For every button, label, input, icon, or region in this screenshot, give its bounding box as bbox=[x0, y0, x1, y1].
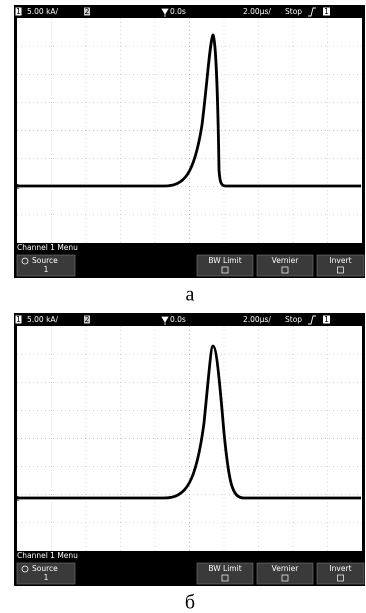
softkey[interactable]: BW Limit bbox=[197, 563, 253, 584]
softkey[interactable]: Invert bbox=[317, 255, 364, 276]
run-status: Stop bbox=[285, 7, 302, 16]
trigger-channel-number: 1 bbox=[324, 315, 329, 324]
figure: 1 5.00 kA/2 0.0s 2.00µs/Stop 1 1 Channel 1 Men… bbox=[0, 0, 366, 613]
softkey[interactable]: BW Limit bbox=[197, 255, 253, 276]
channel-number: 1 bbox=[16, 7, 21, 16]
menu-title: Channel 1 Menu bbox=[17, 551, 78, 560]
channel2-number: 2 bbox=[85, 315, 90, 324]
softkey-label: Source bbox=[32, 256, 58, 265]
trigger-time: 0.0s bbox=[170, 7, 186, 16]
softkey-value: 1 bbox=[44, 265, 49, 274]
timebase: 2.00µs/ bbox=[243, 315, 271, 324]
menu-title: Channel 1 Menu bbox=[17, 243, 78, 252]
scope-screen: 1 5.00 kA/2 0.0s 2.00µs/Stop 1 1 Channel 1 Men… bbox=[14, 5, 365, 278]
vertical-scale: 5.00 kA/ bbox=[27, 7, 59, 16]
softkey-label: Source bbox=[32, 564, 58, 573]
panel-caption: а bbox=[186, 284, 195, 306]
softkey-label: Invert bbox=[329, 564, 351, 573]
softkey[interactable]: Vernier bbox=[257, 563, 313, 584]
trigger-time: 0.0s bbox=[170, 315, 186, 324]
softkey-value: 1 bbox=[44, 573, 49, 582]
vertical-scale: 5.00 kA/ bbox=[27, 315, 59, 324]
softkey[interactable]: Invert bbox=[317, 563, 364, 584]
channel2-number: 2 bbox=[85, 7, 90, 16]
trigger-channel-number: 1 bbox=[324, 7, 329, 16]
channel-number: 1 bbox=[16, 315, 21, 324]
softkey-label: Vernier bbox=[272, 256, 300, 265]
run-status: Stop bbox=[285, 315, 302, 324]
panel-caption: б bbox=[185, 592, 195, 613]
softkey-label: Invert bbox=[329, 256, 351, 265]
page: 1 5.00 kA/2 0.0s 2.00µs/Stop 1 1 Channel 1 Men… bbox=[0, 0, 366, 613]
timebase: 2.00µs/ bbox=[243, 7, 271, 16]
softkey-label: BW Limit bbox=[208, 564, 241, 573]
scope-screen: 1 5.00 kA/2 0.0s 2.00µs/Stop 1 1 Channel 1 Men… bbox=[14, 313, 365, 586]
softkey[interactable]: Vernier bbox=[257, 255, 313, 276]
softkey-label: BW Limit bbox=[208, 256, 241, 265]
softkey-label: Vernier bbox=[272, 564, 300, 573]
